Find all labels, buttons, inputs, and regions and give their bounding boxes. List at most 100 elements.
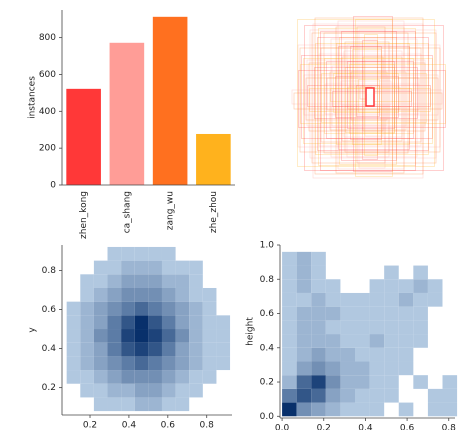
hist-cell <box>369 279 385 293</box>
hist-cell <box>355 347 370 362</box>
box-outline <box>352 49 382 145</box>
hist-cell <box>189 274 203 288</box>
hist-cell <box>93 329 108 343</box>
hist-cell <box>148 329 162 343</box>
hist-cell <box>369 306 385 321</box>
hist-cell <box>398 361 414 376</box>
hist-cell <box>296 388 312 403</box>
hist-cell <box>296 320 312 335</box>
box-outline <box>350 71 388 121</box>
hist-cell <box>216 356 231 371</box>
box-outline <box>339 37 397 165</box>
hist-cell <box>134 370 149 384</box>
hist-cell <box>355 402 370 417</box>
y-tick-label: 800 <box>39 33 56 43</box>
hist-cell <box>148 356 162 371</box>
hist-cell <box>121 356 135 371</box>
hist-cell <box>93 315 108 330</box>
hist-cell <box>134 356 149 371</box>
box-outline <box>364 34 378 156</box>
hist-cell <box>282 388 297 403</box>
box-outline <box>350 46 382 140</box>
hist-cell <box>296 306 312 321</box>
box-outline <box>306 59 426 127</box>
hist-cell <box>93 287 108 302</box>
x-tick-label: 0.0 <box>275 424 290 430</box>
hist-cell <box>161 342 176 357</box>
hist-cell <box>175 287 190 302</box>
hist-cell <box>161 383 176 398</box>
hist-cell <box>175 260 190 275</box>
hist-cell <box>413 306 428 321</box>
hist-cell <box>384 306 399 321</box>
y-tick-label: 0.0 <box>260 412 275 422</box>
y-tick-label: 1.0 <box>260 241 275 251</box>
hist-cell <box>80 287 94 302</box>
box-outline <box>297 19 435 167</box>
x-tick-label: zhe_zhou <box>209 191 219 233</box>
hist-cell <box>340 388 355 403</box>
hist-cell <box>148 287 162 302</box>
hist-cell <box>202 329 217 343</box>
hist-cell <box>311 292 326 307</box>
hist-cell <box>398 320 414 335</box>
hist-cell <box>413 375 428 389</box>
box-outline <box>304 25 444 171</box>
hist-cell <box>384 320 399 335</box>
hist-cell <box>355 375 370 389</box>
hist-cell <box>325 292 341 307</box>
hist-cell <box>134 301 149 316</box>
hist-cell <box>202 370 217 384</box>
hist-cell <box>121 342 135 357</box>
hist-cell <box>202 315 217 330</box>
box-outline <box>326 77 420 111</box>
box-outline <box>341 56 403 142</box>
hist-cell <box>369 361 385 376</box>
hist-cell <box>134 246 149 261</box>
hist-cell <box>121 246 135 261</box>
hist-cell <box>384 292 399 307</box>
hist-cell <box>296 347 312 362</box>
hist-cell <box>427 279 443 293</box>
box-outline <box>362 56 384 132</box>
hist-cell <box>384 375 399 389</box>
hist-cell <box>311 388 326 403</box>
hist-cell <box>189 287 203 302</box>
y-tick-label: 0.2 <box>260 378 274 388</box>
hist-cell <box>398 402 414 417</box>
hist-cell <box>311 279 326 293</box>
hist-cell <box>66 370 81 384</box>
box-outline <box>358 79 380 113</box>
hist-cell <box>107 370 122 384</box>
hist-cell <box>413 265 428 280</box>
y-tick-label: 0.6 <box>42 305 57 315</box>
hist-cell <box>161 356 176 371</box>
hist-cell <box>134 274 149 288</box>
hist-cell <box>189 370 203 384</box>
hist-cell <box>311 334 326 348</box>
hist-cell <box>282 251 297 266</box>
box-outline <box>323 32 409 154</box>
hist-cell <box>175 342 190 357</box>
hist-cell <box>355 388 370 403</box>
box-outline <box>353 16 393 172</box>
hist-cell <box>121 287 135 302</box>
box-overlay <box>291 16 446 179</box>
box-outline <box>352 74 388 126</box>
box-outline <box>320 47 422 143</box>
hist-cell <box>134 329 149 343</box>
bar <box>196 133 231 185</box>
hist-cell <box>340 375 355 389</box>
hist-cell <box>161 246 176 261</box>
hist-cell <box>189 301 203 316</box>
box-center <box>365 87 375 107</box>
hist-cell <box>202 301 217 316</box>
hist-cell <box>161 287 176 302</box>
hist-cell <box>282 279 297 293</box>
hist-cell <box>202 342 217 357</box>
box-outline <box>358 29 386 169</box>
hist-cell <box>107 397 122 412</box>
hist-cell <box>80 315 94 330</box>
hist-cell <box>93 301 108 316</box>
